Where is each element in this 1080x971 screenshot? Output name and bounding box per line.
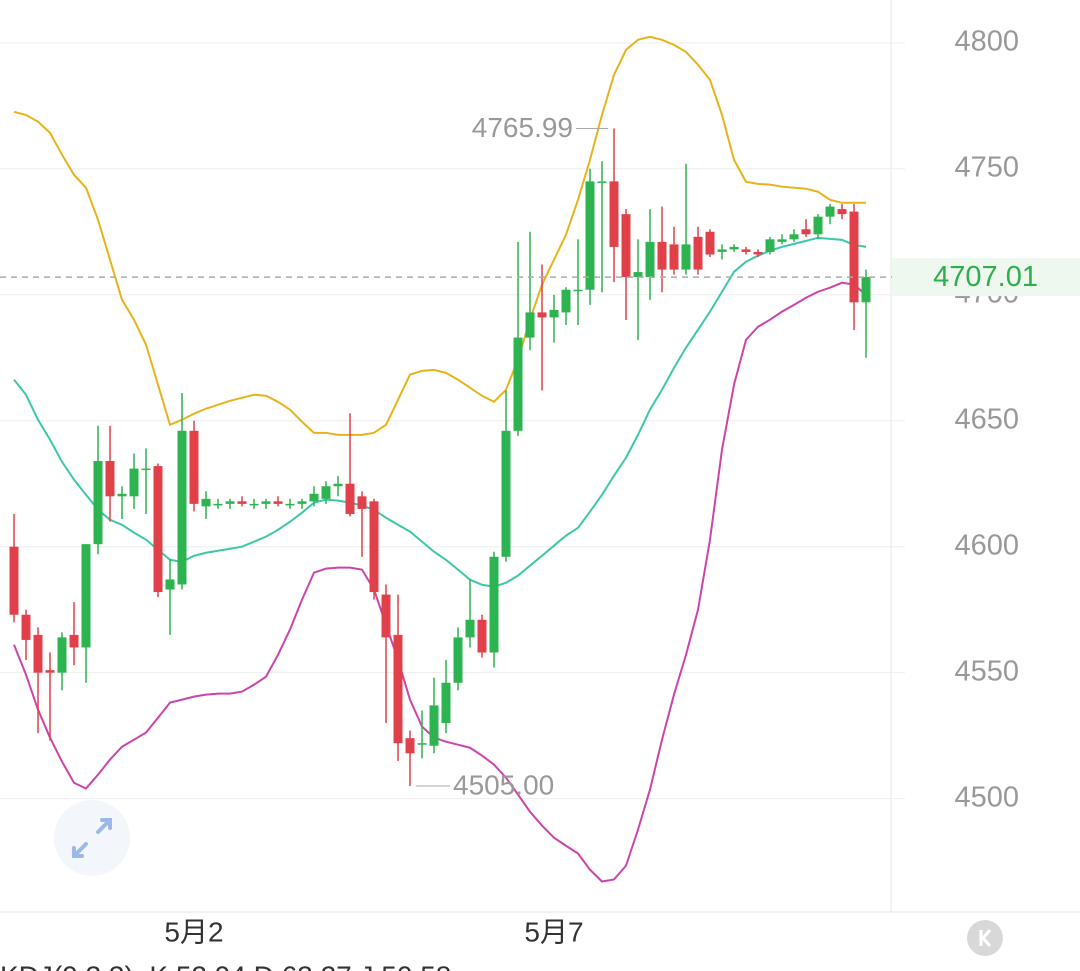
candle-body — [213, 503, 223, 506]
candle-body — [693, 236, 703, 270]
candle-body — [321, 486, 331, 499]
expand-bg[interactable] — [54, 800, 130, 876]
candle-body — [645, 241, 655, 278]
candle-body — [177, 430, 187, 585]
candle-body — [81, 544, 91, 648]
candle-body — [237, 501, 247, 504]
band-line — [13, 35, 866, 436]
candle-body — [561, 289, 571, 313]
candle-body — [705, 231, 715, 255]
candle-body — [465, 619, 475, 638]
candle-body — [225, 501, 235, 504]
candle-body — [669, 244, 679, 270]
candle-body — [273, 501, 283, 504]
candle-body — [45, 670, 55, 673]
candle-body — [129, 468, 139, 497]
candle-body — [513, 337, 523, 431]
y-tick-label: 4600 — [954, 529, 1019, 561]
candle-body — [861, 277, 871, 303]
indicator-label: KDJ(9,3,3): K:52.94 D:63.27 J:50.58 — [0, 960, 451, 971]
y-tick-label: 4650 — [954, 403, 1019, 435]
candle-body — [633, 272, 643, 278]
candle-body — [429, 705, 439, 746]
candle-body — [777, 239, 787, 242]
candle-body — [285, 503, 295, 506]
candle-body — [549, 309, 559, 318]
candle-body — [345, 483, 355, 514]
candle-body — [417, 743, 427, 745]
candle-body — [537, 312, 547, 318]
candle-body — [381, 594, 391, 638]
candle-body — [117, 493, 127, 497]
candle-body — [489, 556, 499, 653]
candle-body — [201, 498, 211, 507]
candle-body — [717, 249, 727, 252]
candle-body — [21, 614, 31, 640]
candle-body — [729, 246, 739, 250]
candle-body — [261, 501, 271, 504]
x-tick-label: 5月7 — [524, 916, 583, 947]
candle-body — [357, 496, 367, 509]
candle-body — [333, 483, 343, 487]
candle-body — [585, 181, 595, 290]
candle-body — [657, 241, 667, 270]
candle-body — [249, 503, 259, 506]
candle-body — [93, 461, 103, 545]
candle-body — [741, 249, 751, 252]
candle-body — [621, 214, 631, 278]
candle-body — [681, 244, 691, 270]
candle-body — [69, 634, 79, 648]
candle-body — [309, 493, 319, 502]
candle-body — [369, 501, 379, 593]
expand-icon[interactable] — [72, 818, 112, 858]
candle-body — [153, 466, 163, 593]
candle-body — [393, 634, 403, 744]
low-marker-label: 4505.00 — [453, 769, 554, 800]
candle-body — [597, 181, 607, 183]
candle-body — [573, 289, 583, 292]
last-price-label: 4707.01 — [933, 261, 1038, 293]
high-marker-label: 4765.99 — [472, 112, 573, 143]
candle-body — [9, 546, 19, 615]
candle-body — [813, 216, 823, 235]
candle-body — [501, 430, 511, 557]
candle-body — [57, 637, 67, 673]
candle-body — [753, 251, 763, 255]
candle-body — [765, 239, 775, 252]
candle-body — [189, 430, 199, 504]
candle-body — [441, 682, 451, 724]
last-price-badge — [892, 258, 1080, 297]
candle-body — [165, 579, 175, 590]
candle-body — [297, 501, 307, 504]
k-button-icon[interactable] — [979, 929, 992, 947]
band-line — [13, 281, 867, 883]
candle-body — [141, 468, 151, 471]
candle-body — [609, 181, 619, 247]
k-button-bg[interactable] — [967, 920, 1003, 956]
k-button[interactable] — [967, 920, 1003, 956]
candle-body — [789, 234, 799, 240]
y-tick-label: 4550 — [954, 655, 1019, 687]
y-tick-label: 4750 — [954, 151, 1019, 183]
y-tick-label: 4500 — [954, 781, 1019, 813]
candle-body — [453, 637, 463, 683]
expand-button[interactable] — [54, 800, 130, 876]
candle-body — [801, 229, 811, 235]
candle-body — [825, 206, 835, 217]
candle-body — [33, 634, 43, 673]
candle-body — [477, 619, 487, 653]
candle-body — [849, 211, 859, 303]
candle-body — [405, 738, 415, 754]
candle-body — [837, 209, 847, 215]
candle-body — [525, 312, 535, 338]
y-tick-label: 4800 — [954, 25, 1019, 57]
x-tick-label: 5月2 — [164, 916, 223, 947]
candle-body — [105, 461, 115, 497]
